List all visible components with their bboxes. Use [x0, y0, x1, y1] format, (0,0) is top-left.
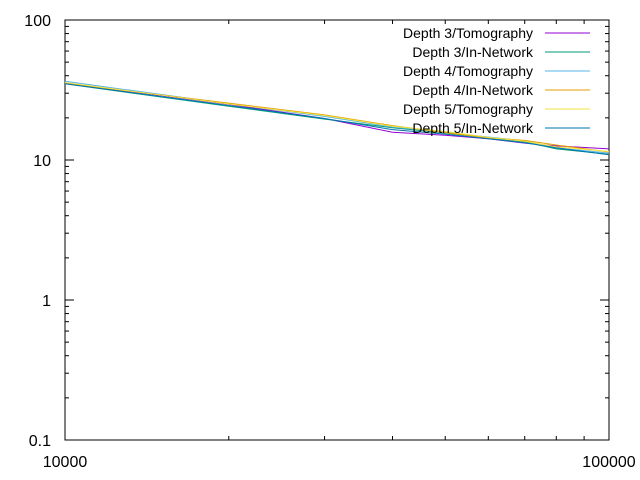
y-tick-label: 1	[42, 293, 51, 310]
axis-tick-labels: 0.1 1 10 100 10000 100000	[24, 13, 636, 471]
legend-label: Depth 3/Tomography	[403, 25, 533, 41]
series-line	[64, 83, 610, 153]
series-lines	[64, 80, 610, 156]
legend-label: Depth 5/In-Network	[412, 120, 534, 136]
legend-label: Depth 4/In-Network	[412, 82, 534, 98]
y-tick-label: 100	[24, 13, 51, 30]
x-tick-label: 10000	[43, 454, 88, 471]
legend-label: Depth 4/Tomography	[403, 63, 533, 79]
legend-label: Depth 3/In-Network	[412, 44, 534, 60]
y-tick-label: 10	[33, 153, 51, 170]
legend-label: Depth 5/Tomography	[403, 101, 533, 117]
legend: Depth 3/Tomography Depth 3/In-Network Dept…	[403, 25, 590, 136]
plot-frame	[64, 19, 610, 441]
x-tick-label: 100000	[582, 454, 635, 471]
series-line	[64, 83, 610, 156]
axis-ticks	[64, 19, 610, 441]
series-line	[64, 82, 610, 152]
y-tick-label: 0.1	[29, 433, 51, 450]
